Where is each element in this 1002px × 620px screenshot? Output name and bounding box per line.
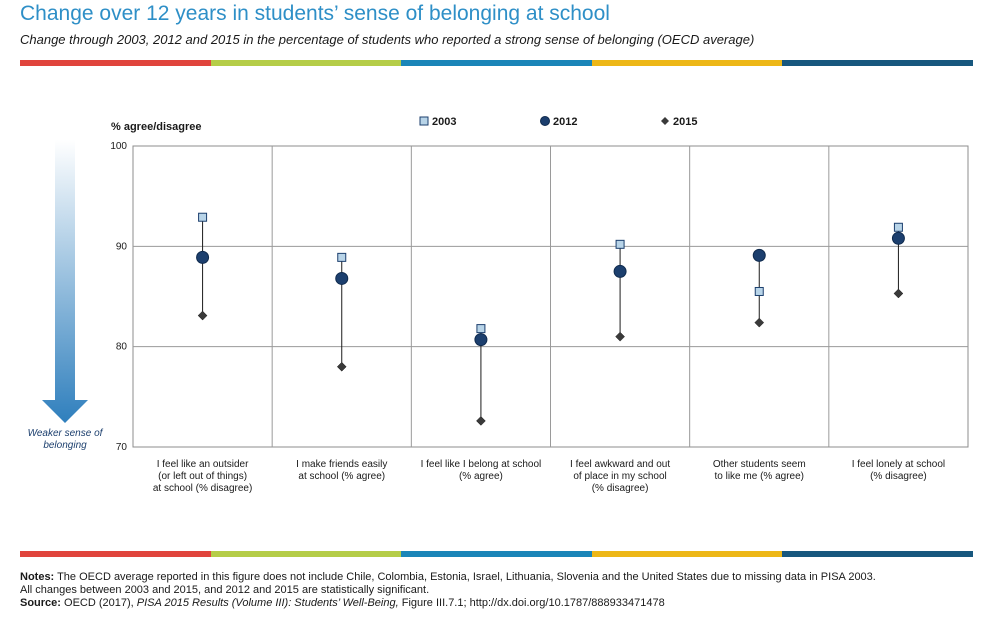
point-2003 [616, 240, 624, 248]
x-category-label: Other students seem to like me (% agree) [713, 459, 806, 482]
point-2012 [197, 251, 209, 263]
legend-marker-square [420, 117, 428, 125]
source-title: PISA 2015 Results (Volume III): Students… [137, 597, 399, 609]
point-2012 [753, 249, 765, 261]
point-2012 [892, 232, 904, 244]
x-category-label-line: to like me (% agree) [715, 471, 804, 482]
arrow-label-line1: Weaker sense of [28, 428, 104, 439]
legend: 2003 2012 2015 [420, 116, 697, 128]
point-2003 [338, 253, 346, 261]
x-category-label-line: at school (% disagree) [153, 483, 253, 494]
x-category-label-line: I feel awkward and out [570, 459, 670, 470]
x-category-label-line: I make friends easily [296, 459, 387, 470]
point-2003 [755, 287, 763, 295]
footnotes: Notes: The OECD average reported in this… [20, 571, 876, 610]
x-category-label-line: at school (% agree) [298, 471, 385, 482]
source-label: Source: [20, 597, 61, 609]
x-category-label: I feel like I belong at school (% agree) [421, 459, 542, 482]
grid [133, 146, 968, 447]
stripe-red [20, 551, 211, 557]
x-category-label: I make friends easily at school (% agree) [296, 459, 387, 482]
x-category-label-line: I feel like I belong at school [421, 459, 542, 470]
x-category-label-line: (% disagree) [592, 483, 649, 494]
x-category-label-line: I feel like an outsider [157, 459, 249, 470]
y-tick-label: 100 [110, 141, 127, 152]
y-axis-label: % agree/disagree [111, 121, 202, 133]
x-category-label-line: Other students seem [713, 459, 806, 470]
legend-label: 2015 [673, 116, 697, 128]
legend-item-2015: 2015 [661, 116, 697, 128]
y-tick-label: 90 [116, 241, 128, 252]
legend-label: 2012 [553, 116, 577, 128]
x-category-label: I feel lonely at school (% disagree) [852, 459, 945, 482]
notes-line-2: All changes between 2003 and 2015, and 2… [20, 584, 876, 597]
stripe-green [211, 551, 402, 557]
x-axis-category-labels: I feel like an outsider (or left out of t… [153, 459, 945, 494]
point-2003 [477, 325, 485, 333]
point-2015 [616, 332, 625, 341]
y-tick-label: 70 [116, 442, 128, 453]
x-category-label: I feel like an outsider (or left out of t… [153, 459, 253, 494]
x-category-label-line: of place in my school [573, 471, 666, 482]
x-category-label: I feel awkward and out of place in my sch… [570, 459, 670, 494]
point-2015 [476, 416, 485, 425]
down-arrow-icon [42, 140, 88, 423]
point-2015 [198, 311, 207, 320]
source-pre: OECD (2017), [61, 597, 137, 609]
y-tick-label: 80 [116, 342, 128, 353]
notes-line: Notes: The OECD average reported in this… [20, 571, 876, 584]
stripe-blue [401, 551, 592, 557]
legend-marker-circle [541, 117, 550, 126]
arrow-label-line2: belonging [43, 440, 87, 451]
weaker-belonging-arrow: Weaker sense of belonging [28, 140, 104, 451]
stripe-yellow [592, 551, 783, 557]
notes-text: The OECD average reported in this figure… [54, 571, 876, 583]
y-axis-ticks: 70 80 90 100 [110, 141, 127, 453]
x-category-label-line: (% agree) [459, 471, 503, 482]
point-2003 [199, 213, 207, 221]
legend-item-2003: 2003 [420, 116, 456, 128]
bottom-color-stripe [20, 551, 973, 557]
source-line: Source: OECD (2017), PISA 2015 Results (… [20, 597, 876, 610]
point-2012 [336, 272, 348, 284]
legend-label: 2003 [432, 116, 456, 128]
point-2015 [337, 362, 346, 371]
point-2012 [475, 334, 487, 346]
legend-marker-diamond [661, 117, 669, 125]
x-category-label-line: (% disagree) [870, 471, 927, 482]
point-2015 [755, 318, 764, 327]
notes-label: Notes: [20, 571, 54, 583]
source-post: Figure III.7.1; http://dx.doi.org/10.178… [399, 597, 665, 609]
point-2015 [894, 289, 903, 298]
point-2003 [894, 223, 902, 231]
point-2012 [614, 265, 626, 277]
belonging-chart: Weaker sense of belonging % agree/disagr… [0, 0, 1002, 620]
x-category-label-line: (or left out of things) [158, 471, 247, 482]
x-category-label-line: I feel lonely at school [852, 459, 945, 470]
stripe-navy [782, 551, 973, 557]
legend-item-2012: 2012 [541, 116, 578, 128]
